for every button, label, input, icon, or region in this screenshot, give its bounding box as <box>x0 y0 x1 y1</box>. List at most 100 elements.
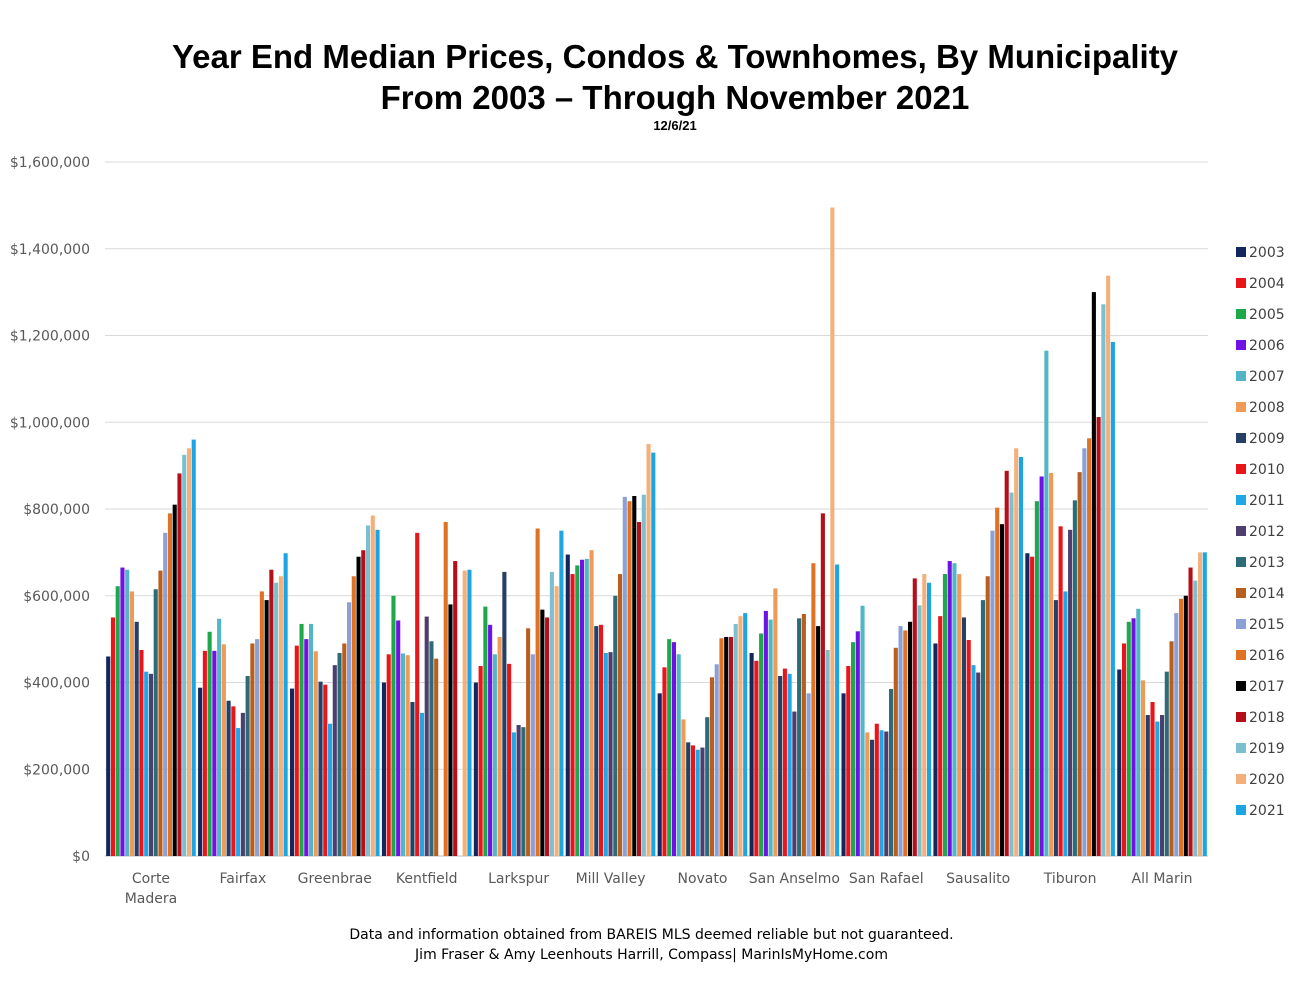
bar <box>617 574 623 856</box>
bar <box>874 723 879 856</box>
legend-swatch <box>1236 774 1246 784</box>
bar <box>424 616 429 856</box>
bar <box>797 618 802 856</box>
legend-label: 2007 <box>1249 369 1285 385</box>
bar <box>888 689 894 856</box>
bar <box>473 682 478 856</box>
bar <box>1091 292 1096 856</box>
bar <box>356 556 361 856</box>
bar <box>961 617 967 856</box>
bar <box>148 673 154 856</box>
bar <box>714 664 719 856</box>
footer-credit: Jim Fraser & Amy Leenhouts Harrill, Comp… <box>415 947 888 963</box>
bar <box>976 672 981 856</box>
bar <box>1126 621 1131 856</box>
bar <box>743 613 748 856</box>
bar <box>759 633 764 856</box>
bar <box>1183 595 1188 856</box>
bar <box>738 616 743 856</box>
bar <box>462 570 467 856</box>
bar <box>855 631 860 856</box>
bar <box>719 638 724 856</box>
bar <box>636 522 642 856</box>
bar <box>415 532 420 856</box>
bar <box>207 631 212 856</box>
bar <box>912 578 917 856</box>
bar <box>240 712 245 856</box>
bar <box>627 501 632 856</box>
bar <box>304 639 309 856</box>
bar <box>773 588 778 856</box>
bar <box>1136 608 1141 856</box>
bar <box>686 742 691 856</box>
bar <box>1174 613 1179 856</box>
legend-label: 2004 <box>1249 276 1285 292</box>
bar <box>1169 641 1174 856</box>
bar <box>391 595 396 856</box>
bar <box>1164 671 1169 856</box>
x-tick-label: Corte <box>132 871 170 887</box>
x-tick-label: Greenbrae <box>298 871 372 887</box>
bar <box>594 626 599 856</box>
bar <box>579 559 585 856</box>
y-tick-label: $1,400,000 <box>10 242 90 258</box>
bar <box>497 636 502 856</box>
bar <box>846 666 851 856</box>
bar <box>158 570 163 856</box>
bar <box>1150 702 1155 856</box>
legend-swatch <box>1236 247 1246 257</box>
bar <box>283 553 288 856</box>
legend-label: 2020 <box>1249 772 1285 788</box>
bar <box>613 595 618 856</box>
bar <box>172 504 177 856</box>
bar <box>903 630 908 856</box>
bar <box>622 496 627 856</box>
y-tick-label: $1,600,000 <box>10 155 90 171</box>
bar <box>559 530 564 856</box>
bar <box>182 454 187 856</box>
bar <box>816 626 821 856</box>
bar <box>1034 501 1039 856</box>
y-tick-label: $200,000 <box>23 762 90 778</box>
bar <box>318 681 323 856</box>
bar <box>163 532 168 856</box>
bar <box>269 569 274 856</box>
bar <box>768 619 773 856</box>
legend-label: 2017 <box>1249 679 1285 695</box>
bar <box>370 515 375 856</box>
bar <box>139 649 144 856</box>
bar <box>129 591 135 856</box>
bar <box>186 448 192 856</box>
legend-label: 2008 <box>1249 400 1285 416</box>
bar <box>801 613 806 856</box>
bar <box>410 702 415 856</box>
bar <box>1049 472 1054 856</box>
bar <box>167 513 173 856</box>
legend-swatch <box>1236 743 1246 753</box>
bar <box>327 723 333 856</box>
bar <box>483 606 488 856</box>
bar <box>448 604 453 856</box>
bar <box>1018 456 1024 856</box>
bar <box>907 621 913 856</box>
bar <box>733 623 738 856</box>
bar <box>264 600 269 856</box>
bar <box>763 610 768 856</box>
bar <box>681 719 686 856</box>
bar <box>191 439 196 856</box>
bar <box>274 582 279 856</box>
bar <box>434 658 439 856</box>
bar <box>782 668 787 856</box>
bar <box>1053 600 1058 856</box>
bar <box>1188 567 1193 856</box>
bar <box>917 605 922 856</box>
bar <box>589 550 594 856</box>
bar <box>526 628 531 856</box>
bar <box>1009 492 1014 856</box>
legend-label: 2019 <box>1249 741 1285 757</box>
bar <box>177 473 182 856</box>
bar <box>217 618 222 856</box>
bar <box>884 731 889 856</box>
bar <box>1058 526 1063 856</box>
legend-label: 2006 <box>1249 338 1285 354</box>
